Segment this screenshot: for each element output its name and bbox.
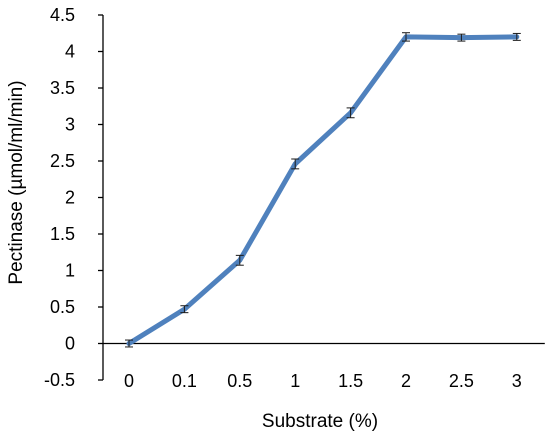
y-axis-title: Pectinase (µmol/ml/min)	[6, 80, 27, 284]
x-tick-labels: 0 0.1 0.5 1 1.5 2 2.5 3	[124, 371, 522, 391]
x-tick-label: 2.5	[449, 371, 474, 391]
y-tick-label: 4	[65, 42, 75, 62]
y-tick-label: 1.5	[50, 224, 75, 244]
y-tick-label: 3.5	[50, 78, 75, 98]
x-tick-label: 0.1	[172, 371, 197, 391]
series-layer	[125, 32, 521, 348]
x-tick-label: 0	[124, 371, 134, 391]
y-tick-label: 3	[65, 115, 75, 135]
x-axis-title: Substrate (%)	[262, 411, 378, 432]
y-tick-label: 4.5	[50, 5, 75, 25]
y-tick-label: 0	[65, 334, 75, 354]
y-tick-label: -0.5	[44, 370, 75, 390]
y-tick-label: 1	[65, 261, 75, 281]
x-tick-label: 0.5	[227, 371, 252, 391]
x-tick-label: 1.5	[338, 371, 363, 391]
series-line	[126, 34, 520, 346]
y-tick-labels: -0.5 0 0.5 1 1.5 2 2.5 3 3.5 4 4.5	[44, 5, 103, 390]
y-tick-label: 2.5	[50, 151, 75, 171]
y-tick-label: 0.5	[50, 297, 75, 317]
axes	[102, 15, 545, 380]
x-tick-label: 1	[290, 371, 300, 391]
x-tick-label: 3	[512, 371, 522, 391]
x-tick-label: 2	[401, 371, 411, 391]
y-tick-label: 2	[65, 188, 75, 208]
